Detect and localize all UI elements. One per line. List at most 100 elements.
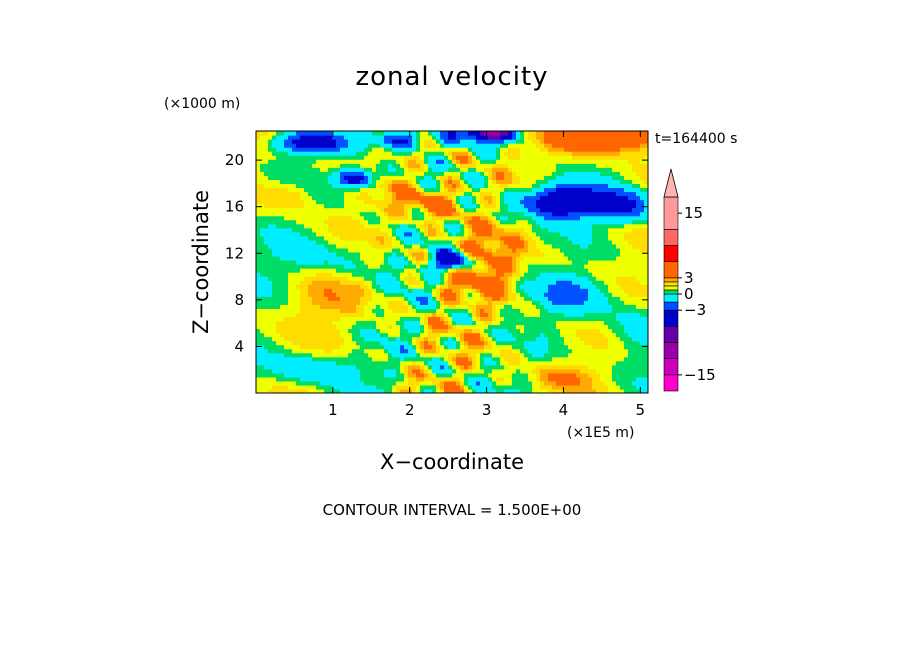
contour-cell (436, 131, 441, 136)
contour-cell (484, 356, 489, 362)
contour-cell (332, 352, 337, 358)
contour-cell (464, 143, 469, 148)
contour-cell (360, 336, 365, 342)
contour-cell (368, 211, 373, 217)
contour-cell (512, 376, 517, 382)
contour-cell (468, 207, 473, 213)
contour-cell (300, 243, 305, 249)
contour-cell (372, 159, 377, 164)
contour-cell (372, 131, 377, 136)
contour-cell (432, 195, 437, 201)
contour-cell (304, 131, 309, 136)
contour-cell (536, 384, 541, 390)
contour-cell (428, 255, 433, 261)
contour-cell (384, 316, 389, 322)
contour-cell (312, 259, 317, 265)
contour-cell (348, 139, 353, 144)
contour-cell (332, 227, 337, 233)
contour-cell (260, 340, 265, 346)
contour-cell (404, 328, 409, 334)
contour-cell (468, 352, 473, 358)
contour-cell (424, 352, 429, 358)
contour-cell (364, 227, 369, 233)
contour-cell (384, 131, 389, 136)
contour-cell (344, 372, 349, 378)
contour-cell (460, 356, 465, 362)
contour-cell (496, 231, 501, 237)
contour-cell (504, 300, 509, 305)
contour-cell (332, 219, 337, 225)
contour-cell (312, 235, 317, 241)
contour-cell (456, 280, 461, 285)
contour-cell (532, 272, 537, 277)
contour-cell (296, 352, 301, 358)
contour-cell (336, 195, 341, 201)
contour-cell (316, 384, 321, 390)
contour-cell (264, 316, 269, 322)
contour-cell (396, 191, 401, 197)
contour-cell (396, 272, 401, 277)
contour-cell (392, 388, 397, 393)
contour-cell (448, 227, 453, 233)
contour-cell (532, 300, 537, 305)
contour-cell (380, 284, 385, 289)
contour-cell (372, 324, 377, 330)
contour-cell (456, 344, 461, 350)
contour-cell (444, 135, 449, 140)
contour-cell (352, 143, 357, 148)
contour-cell (356, 292, 361, 297)
contour-cell (488, 316, 493, 322)
contour-cell (548, 235, 553, 241)
contour-cell (300, 235, 305, 241)
contour-cell (440, 147, 445, 152)
contour-cell (300, 300, 305, 305)
contour-cell (304, 340, 309, 346)
contour-cell (524, 332, 529, 338)
contour-cell (488, 203, 493, 209)
contour-cell (340, 384, 345, 390)
contour-cell (396, 255, 401, 261)
contour-cell (524, 243, 529, 249)
contour-cell (288, 171, 293, 176)
contour-cell (300, 171, 305, 176)
contour-cell (548, 243, 553, 249)
contour-cell (356, 320, 361, 326)
contour-cell (352, 147, 357, 152)
contour-cell (272, 344, 277, 350)
contour-cell (492, 304, 497, 309)
contour-cell (424, 251, 429, 257)
contour-cell (408, 368, 413, 374)
contour-cell (308, 239, 313, 245)
contour-cell (384, 352, 389, 358)
contour-cell (408, 296, 413, 301)
contour-cell (520, 207, 525, 213)
contour-cell (400, 147, 405, 152)
contour-cell (420, 388, 425, 393)
contour-cell (520, 268, 525, 273)
contour-cell (332, 344, 337, 350)
contour-cell (324, 316, 329, 322)
contour-cell (480, 356, 485, 362)
contour-cell (304, 183, 309, 189)
contour-cell (500, 195, 505, 201)
contour-cell (372, 300, 377, 305)
contour-cell (464, 159, 469, 164)
contour-cell (316, 155, 321, 160)
contour-cell (296, 388, 301, 393)
contour-cell (532, 171, 537, 176)
contour-cell (440, 255, 445, 261)
contour-cell (424, 239, 429, 245)
contour-cell (388, 151, 393, 156)
contour-cell (416, 388, 421, 393)
contour-cell (520, 348, 525, 354)
contour-cell (436, 163, 441, 168)
contour-cell (304, 272, 309, 277)
contour-cell (468, 167, 473, 172)
contour-cell (284, 223, 289, 229)
contour-cell (376, 215, 381, 221)
contour-cell (536, 268, 541, 273)
contour-cell (260, 324, 265, 330)
contour-cell (376, 324, 381, 330)
contour-cell (368, 231, 373, 237)
contour-cell (456, 131, 461, 136)
